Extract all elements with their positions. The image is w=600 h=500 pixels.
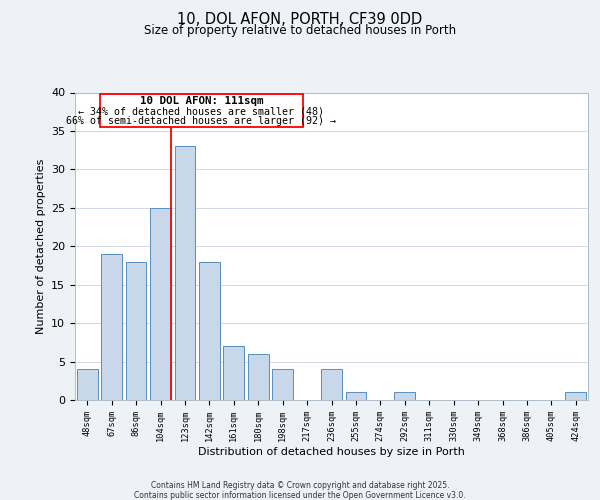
Y-axis label: Number of detached properties: Number of detached properties — [35, 158, 46, 334]
FancyBboxPatch shape — [100, 94, 302, 127]
Text: 10 DOL AFON: 111sqm: 10 DOL AFON: 111sqm — [140, 96, 263, 106]
Text: 10, DOL AFON, PORTH, CF39 0DD: 10, DOL AFON, PORTH, CF39 0DD — [178, 12, 422, 28]
Text: Contains public sector information licensed under the Open Government Licence v3: Contains public sector information licen… — [134, 491, 466, 500]
Bar — [175, 146, 196, 400]
Bar — [150, 208, 171, 400]
Bar — [321, 369, 342, 400]
Bar — [248, 354, 269, 400]
X-axis label: Distribution of detached houses by size in Porth: Distribution of detached houses by size … — [198, 447, 465, 457]
Text: 66% of semi-detached houses are larger (92) →: 66% of semi-detached houses are larger (… — [66, 116, 336, 126]
Bar — [77, 369, 98, 400]
Bar — [101, 254, 122, 400]
Text: Size of property relative to detached houses in Porth: Size of property relative to detached ho… — [144, 24, 456, 37]
Bar — [272, 369, 293, 400]
Bar — [125, 262, 146, 400]
Text: ← 34% of detached houses are smaller (48): ← 34% of detached houses are smaller (48… — [78, 106, 324, 117]
Text: Contains HM Land Registry data © Crown copyright and database right 2025.: Contains HM Land Registry data © Crown c… — [151, 481, 449, 490]
Bar — [565, 392, 586, 400]
Bar — [199, 262, 220, 400]
Bar — [223, 346, 244, 400]
Bar — [346, 392, 367, 400]
Bar — [394, 392, 415, 400]
